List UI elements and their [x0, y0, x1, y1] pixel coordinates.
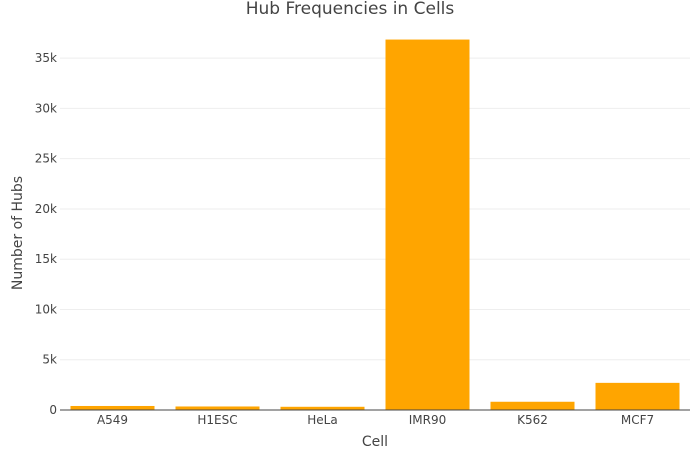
y-tick-labels: 0 5k 10k 15k 20k 25k 30k 35k [35, 51, 57, 417]
bar-imr90[interactable] [385, 39, 470, 411]
y-tick-label: 35k [35, 51, 57, 65]
x-tick-labels: A549 H1ESC HeLa IMR90 K562 MCF7 [97, 413, 654, 427]
bar-h1esc[interactable] [175, 406, 260, 410]
y-tick-label: 5k [42, 353, 57, 367]
x-tick-label: IMR90 [409, 413, 447, 427]
bar-k562[interactable] [490, 401, 575, 410]
y-tick-label: 20k [35, 202, 57, 216]
bar-hela[interactable] [280, 406, 365, 410]
bars [70, 39, 680, 411]
y-tick-label: 0 [49, 403, 57, 417]
chart-title: Hub Frequencies in Cells [246, 0, 455, 19]
y-tick-label: 15k [35, 252, 57, 266]
x-tick-label: K562 [517, 413, 548, 427]
y-tick-label: 30k [35, 101, 57, 115]
x-tick-label: HeLa [307, 413, 337, 427]
x-tick-label: H1ESC [197, 413, 237, 427]
bar-mcf7[interactable] [595, 382, 680, 410]
y-axis-title: Number of Hubs [10, 176, 26, 290]
gridlines [60, 57, 690, 361]
x-axis-title: Cell [362, 434, 388, 450]
y-tick-label: 25k [35, 152, 57, 166]
x-tick-label: A549 [97, 413, 128, 427]
bar-a549[interactable] [70, 405, 155, 410]
x-tick-label: MCF7 [621, 413, 654, 427]
y-tick-label: 10k [35, 302, 57, 316]
